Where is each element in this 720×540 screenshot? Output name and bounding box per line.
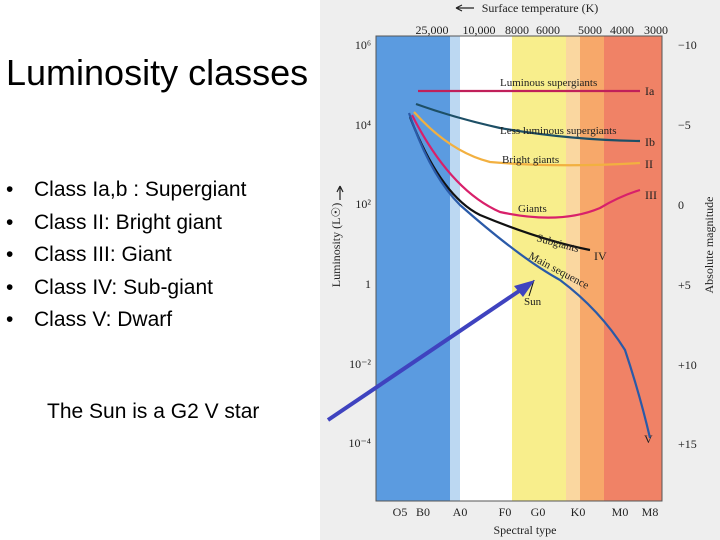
sun-arrow-shaft bbox=[326, 283, 530, 422]
class-labels: Ia Ib II III IV V bbox=[594, 84, 657, 446]
list-item: • Class Ia,b : Supergiant bbox=[6, 174, 246, 207]
right-tick-label: +5 bbox=[678, 278, 691, 292]
label-main-sequence: Main sequence bbox=[527, 250, 591, 292]
band-orange bbox=[580, 36, 604, 501]
list-item: • Class V: Dwarf bbox=[6, 304, 246, 337]
luminosity-class-list: • Class Ia,b : Supergiant • Class II: Brig… bbox=[6, 174, 246, 337]
right-axis-title: Absolute magnitude bbox=[702, 197, 716, 294]
top-tick-label: 6000 bbox=[536, 23, 560, 37]
left-ticks: 10⁶ 10⁴ 10² 1 10⁻² 10⁻⁴ bbox=[348, 38, 371, 450]
sun-caption: The Sun is a G2 V star bbox=[47, 400, 260, 423]
left-axis-title: Luminosity (L☉) bbox=[329, 203, 343, 287]
list-item-text: Class III: Giant bbox=[34, 243, 172, 266]
curve-ib bbox=[415, 102, 641, 143]
right-tick-label: −5 bbox=[678, 118, 691, 132]
bullet-icon: • bbox=[6, 243, 14, 266]
bullet-icon: • bbox=[6, 210, 14, 234]
bullet-icon: • bbox=[6, 178, 14, 201]
bullet-icon: • bbox=[6, 308, 14, 331]
bottom-tick-label: F0 bbox=[499, 505, 512, 519]
bottom-ticks: O5 B0 A0 F0 G0 K0 M0 M8 bbox=[393, 505, 659, 519]
right-tick-label: +15 bbox=[678, 437, 697, 451]
sun-arrow-head bbox=[514, 280, 535, 297]
curve-labels: Luminous supergiants Less luminous super… bbox=[500, 77, 617, 308]
bottom-tick-label: B0 bbox=[416, 505, 430, 519]
right-tick-label: +10 bbox=[678, 358, 697, 372]
top-tick-label: 3000 bbox=[644, 23, 668, 37]
class-label-v: V bbox=[644, 432, 653, 446]
list-item-text: Class V: Dwarf bbox=[34, 308, 173, 331]
right-ticks: −10 −5 0 +5 +10 +15 bbox=[678, 38, 697, 451]
class-label-ia: Ia bbox=[645, 84, 655, 98]
list-item-text: Class IV: Sub-giant bbox=[34, 275, 213, 299]
diagram-background bbox=[320, 0, 720, 540]
top-tick-label: 25,000 bbox=[416, 23, 449, 37]
top-tick-label: 4000 bbox=[610, 23, 634, 37]
top-ticks: 25,000 10,000 8000 6000 5000 4000 3000 bbox=[416, 23, 669, 37]
left-tick-label: 10⁴ bbox=[355, 118, 371, 132]
left-tick-label: 10⁻⁴ bbox=[348, 436, 371, 450]
top-tick-label: 10,000 bbox=[463, 23, 496, 37]
band-red bbox=[604, 36, 662, 501]
curve-v bbox=[407, 112, 652, 439]
band-yellow bbox=[512, 36, 566, 501]
label-bright-giants: Bright giants bbox=[502, 154, 559, 166]
label-subgiants: Subgiants bbox=[535, 232, 580, 255]
class-label-iii: III bbox=[645, 188, 657, 202]
top-tick-label: 5000 bbox=[578, 23, 602, 37]
list-item: • Class II: Bright giant bbox=[6, 207, 246, 240]
class-label-ib: Ib bbox=[645, 135, 655, 149]
sun-pointer-line bbox=[528, 279, 535, 297]
left-tick-label: 1 bbox=[365, 277, 371, 291]
left-tick-label: 10² bbox=[355, 197, 371, 211]
top-axis-title: Surface temperature (K) bbox=[482, 1, 599, 15]
list-item: • Class III: Giant bbox=[6, 239, 246, 272]
class-label-ii: II bbox=[645, 157, 653, 171]
curve-iii bbox=[411, 114, 641, 219]
right-tick-label: 0 bbox=[678, 198, 684, 212]
bottom-tick-label: M8 bbox=[642, 505, 659, 519]
label-less-luminous-supergiants: Less luminous supergiants bbox=[500, 125, 617, 137]
bullet-icon: • bbox=[6, 275, 14, 299]
list-item-text: Class II: Bright giant bbox=[34, 210, 222, 234]
arrow-up-icon bbox=[336, 185, 344, 200]
bottom-tick-label: K0 bbox=[571, 505, 586, 519]
label-luminous-supergiants: Luminous supergiants bbox=[500, 77, 597, 89]
band-lightorange bbox=[566, 36, 580, 501]
list-item-text: Class Ia,b : Supergiant bbox=[34, 178, 247, 201]
curve-iv bbox=[408, 116, 591, 252]
left-tick-label: 10⁻² bbox=[349, 357, 371, 371]
bottom-axis-title: Spectral type bbox=[494, 523, 557, 537]
right-tick-label: −10 bbox=[678, 38, 697, 52]
plot-frame bbox=[375, 35, 663, 502]
bottom-tick-label: O5 bbox=[393, 505, 408, 519]
sun-arrow-icon bbox=[326, 280, 535, 422]
curve-ii bbox=[413, 111, 641, 167]
band-white bbox=[460, 36, 512, 501]
arrow-left-icon bbox=[455, 4, 474, 12]
label-sun: Sun bbox=[524, 296, 542, 308]
band-lightblue bbox=[450, 36, 460, 501]
bottom-tick-label: G0 bbox=[531, 505, 546, 519]
bottom-tick-label: A0 bbox=[453, 505, 468, 519]
list-item: • Class IV: Sub-giant bbox=[6, 272, 246, 305]
class-label-iv: IV bbox=[594, 249, 607, 263]
top-tick-label: 8000 bbox=[505, 23, 529, 37]
label-giants: Giants bbox=[518, 203, 547, 215]
slide-title: Luminosity classes bbox=[6, 52, 309, 93]
left-tick-label: 10⁶ bbox=[355, 38, 371, 52]
band-blue bbox=[376, 36, 450, 501]
bottom-tick-label: M0 bbox=[612, 505, 629, 519]
